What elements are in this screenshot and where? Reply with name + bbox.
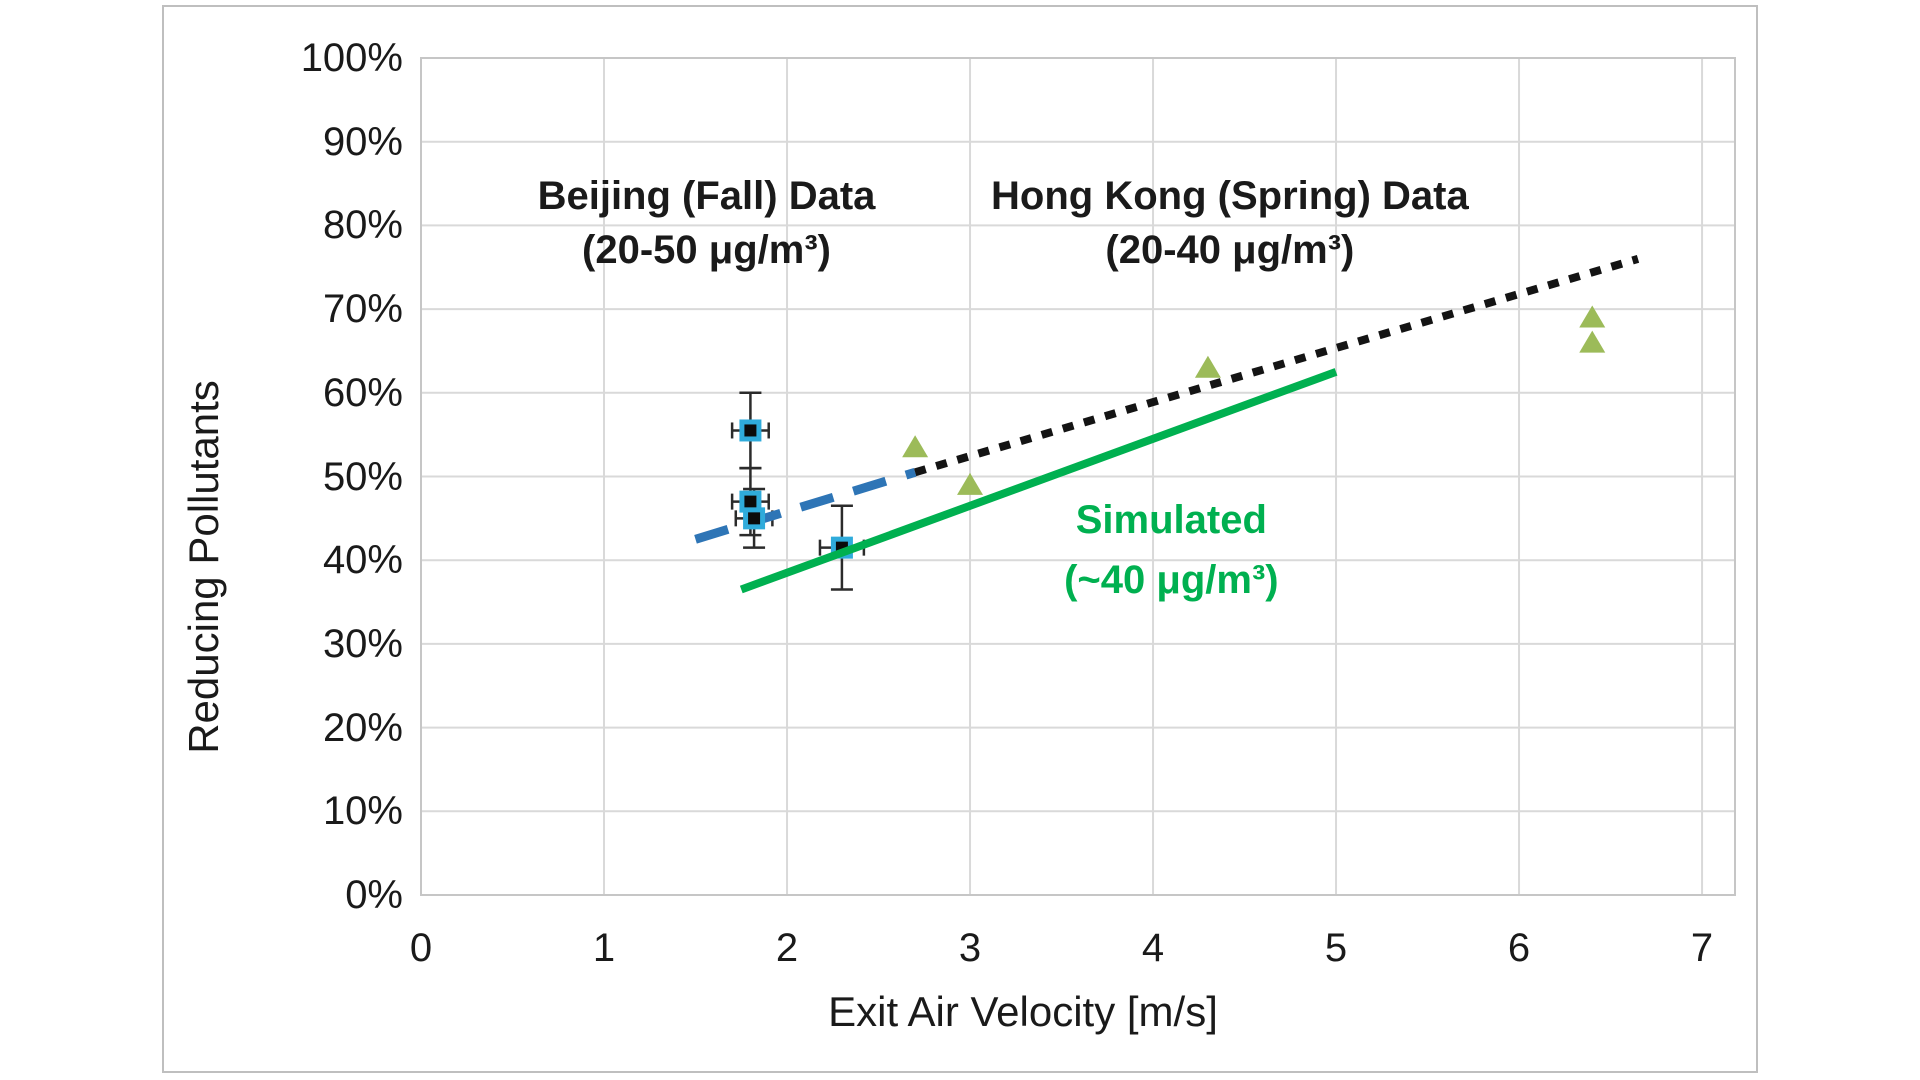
y-tick-label: 30% (322, 621, 403, 666)
trend-line-solid (739, 368, 1338, 594)
y-tick-label: 40% (322, 538, 403, 583)
y-tick-label: 60% (322, 370, 403, 415)
hongkong-triangle-marker (1579, 330, 1606, 353)
x-tick-label: 2 (775, 926, 799, 970)
annotation-simulated-line1: Simulated (1075, 498, 1267, 543)
x-tick-label: 3 (958, 926, 982, 970)
y-tick-label: 70% (322, 287, 403, 332)
x-tick-label: 1 (592, 926, 616, 970)
hongkong-triangle-marker (1579, 305, 1606, 328)
y-axis-title: Reducing Pollutants (180, 379, 227, 754)
hongkong-triangle-marker (902, 435, 929, 458)
y-tick-label: 0% (345, 873, 403, 917)
plot-area (420, 57, 1736, 896)
trend-line-dashed (694, 468, 917, 544)
x-tick-label: 4 (1141, 926, 1165, 970)
y-tick-label: 20% (322, 705, 403, 750)
y-tick-label: 100% (300, 36, 403, 80)
x-tick-label: 5 (1324, 926, 1348, 970)
annotation-beijing-line2: (20-50 μg/m³) (582, 227, 831, 272)
chart-figure: Reducing Pollutants Exit Air Velocity [m… (162, 5, 1758, 1073)
annotation-hongkong-line1: Hong Kong (Spring) Data (991, 174, 1469, 219)
x-tick-label: 0 (409, 926, 433, 970)
annotation-beijing-line1: Beijing (Fall) Data (537, 174, 876, 219)
plot-border (420, 57, 1736, 896)
y-tick-label: 90% (322, 119, 403, 164)
y-tick-label: 80% (322, 203, 403, 248)
beijing-square-marker-core (748, 512, 761, 525)
y-tick-label: 10% (322, 789, 403, 834)
annotation-simulated-line2: (~40 μg/m³) (1064, 558, 1279, 603)
x-tick-label: 7 (1690, 926, 1714, 970)
hongkong-triangle-marker (957, 472, 984, 495)
x-axis-title: Exit Air Velocity [m/s] (828, 988, 1218, 1035)
trend-line-dotted (913, 255, 1640, 477)
hongkong-triangle-marker (1194, 355, 1221, 378)
annotation-hongkong-line2: (20-40 μg/m³) (1105, 227, 1355, 272)
beijing-square-marker-core (744, 495, 757, 508)
x-tick-label: 6 (1507, 926, 1531, 970)
y-tick-label: 50% (322, 454, 403, 499)
beijing-square-marker-core (744, 424, 757, 437)
